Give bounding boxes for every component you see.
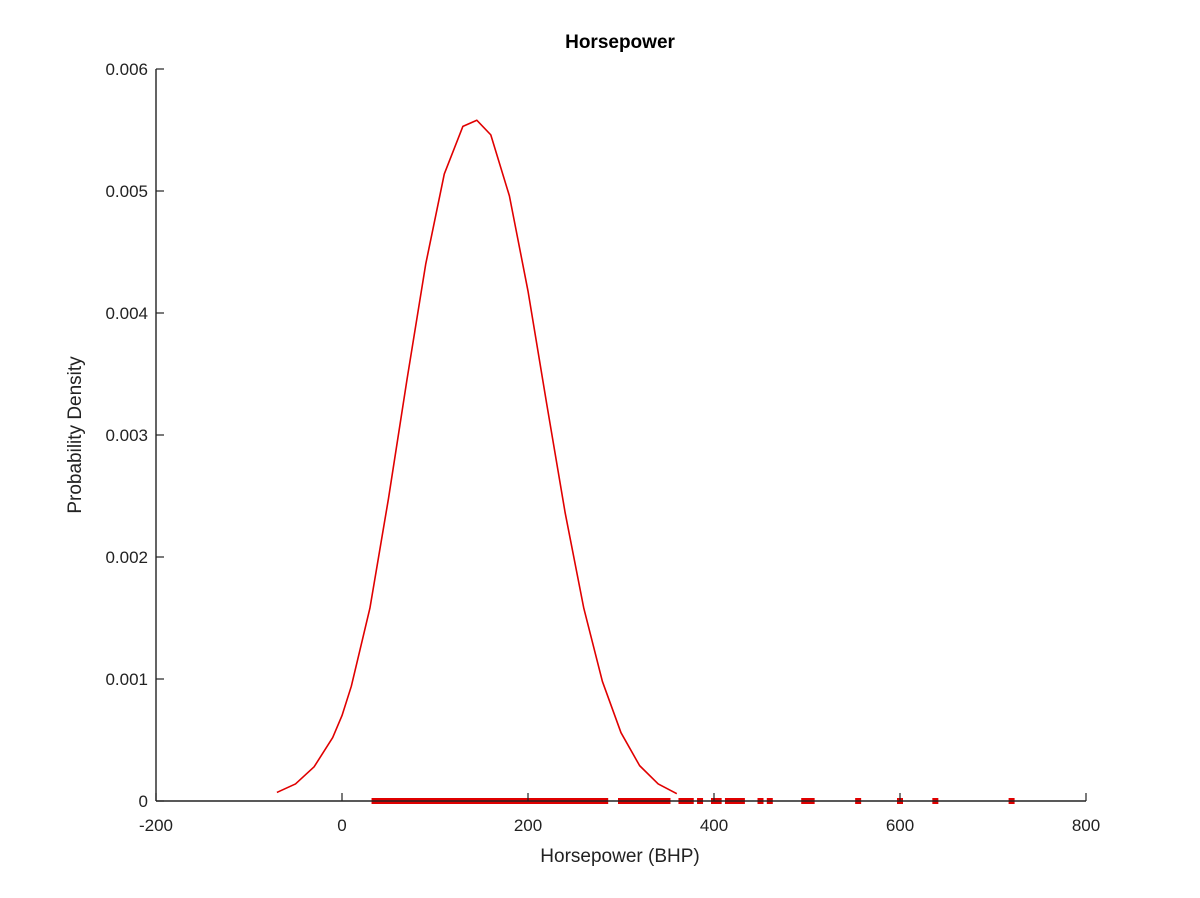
y-tick-label: 0.001 xyxy=(105,670,148,689)
y-tick-label: 0 xyxy=(139,792,148,811)
y-tick-label: 0.003 xyxy=(105,426,148,445)
x-axis: -200 0 200 400 600 800 xyxy=(139,793,1100,835)
chart-title: Horsepower xyxy=(565,32,675,53)
y-axis: 0 0.001 0.002 0.003 0.004 0.005 0.006 xyxy=(105,60,164,811)
density-curve xyxy=(276,119,678,795)
x-tick-label: -200 xyxy=(139,816,173,835)
x-tick-label: 400 xyxy=(700,816,728,835)
y-tick-label: 0.005 xyxy=(105,182,148,201)
x-tick-label: 200 xyxy=(514,816,542,835)
y-tick-label: 0.002 xyxy=(105,548,148,567)
x-tick-label: 600 xyxy=(886,816,914,835)
y-axis-label: Probability Density xyxy=(65,356,86,514)
x-tick-label: 800 xyxy=(1072,816,1100,835)
y-tick-label: 0.006 xyxy=(105,60,148,79)
x-tick-label: 0 xyxy=(337,816,346,835)
plot-area xyxy=(276,119,1015,804)
x-axis-label: Horsepower (BHP) xyxy=(540,846,699,867)
y-tick-label: 0.004 xyxy=(105,304,148,323)
